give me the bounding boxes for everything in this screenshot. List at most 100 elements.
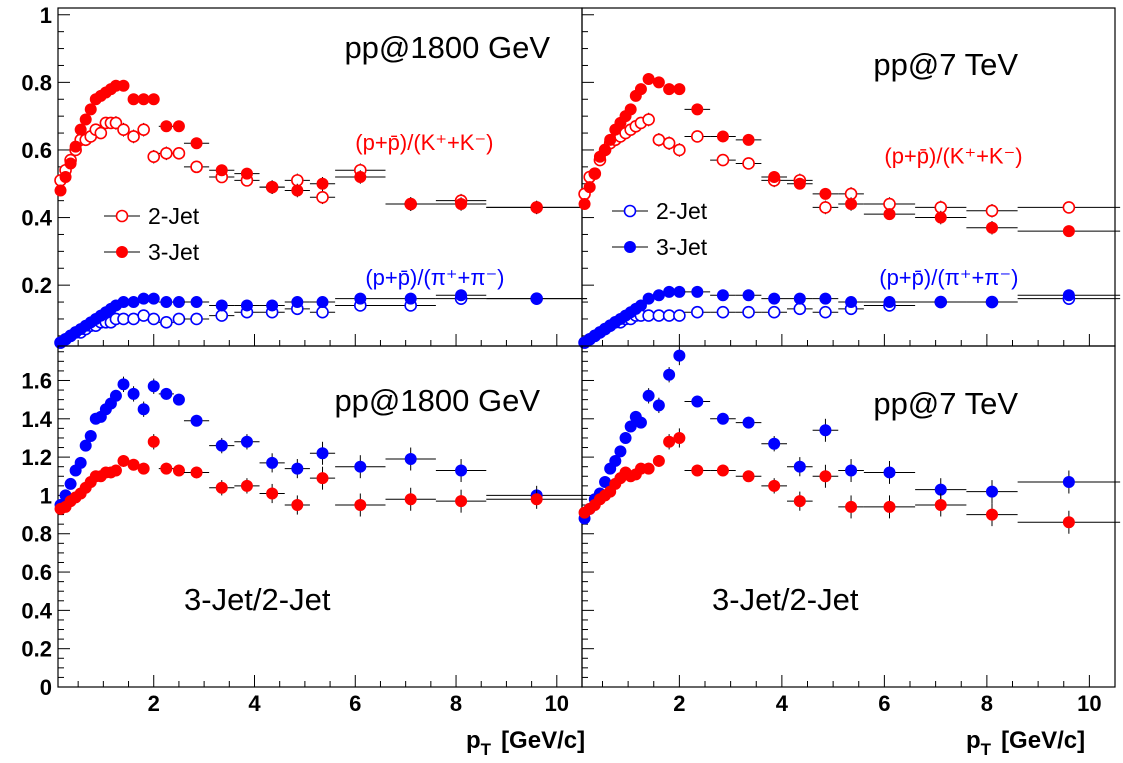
data-point — [190, 312, 203, 326]
data-point — [624, 103, 637, 116]
data-point — [316, 296, 329, 309]
data-point — [652, 289, 665, 302]
data-point — [160, 120, 173, 133]
data-point — [845, 198, 858, 211]
data-point — [94, 126, 108, 140]
data-point — [354, 171, 367, 183]
data-point — [137, 292, 150, 305]
data-point — [190, 137, 203, 150]
x-axis-title-right-unit: [GeV/c] — [1001, 727, 1085, 754]
x-tick-label: 6 — [878, 691, 890, 716]
data-point — [673, 349, 686, 362]
data-point — [215, 439, 228, 452]
data-point — [404, 453, 417, 466]
data-point — [455, 198, 468, 211]
y-tick-label: 0.6 — [21, 560, 52, 585]
x-tick-label: 10 — [545, 691, 569, 716]
legend-item: 2-Jet — [104, 203, 200, 229]
data-point — [663, 285, 676, 298]
data-point — [986, 508, 998, 521]
data-point — [117, 454, 130, 467]
data-point — [691, 395, 704, 408]
y-tick-label: 0.4 — [21, 598, 52, 623]
panel-bottom-left: 1.6 1.4 1.2 1 0.8 0.6 0.4 0.2 0 2 4 6 8 10 pp@1800 Ge… — [21, 345, 588, 716]
panel-top-right: (p+p̄)/(K⁺+K⁻) (p+p̄)/(π⁺+π⁻) 2-Jet 3-Jet p… — [578, 7, 1121, 349]
x-axis-title-right-sub: T — [981, 740, 992, 759]
data-point — [266, 299, 279, 312]
data-point — [316, 177, 329, 190]
data-point — [316, 305, 329, 319]
data-point — [316, 472, 329, 485]
data-point — [819, 201, 832, 214]
data-point — [147, 435, 160, 448]
legend-item: 2-Jet — [612, 198, 708, 224]
data-point — [716, 305, 730, 319]
data-point — [291, 296, 304, 309]
svg-text:pT[GeV/c]: pT [GeV/c] — [966, 727, 1085, 759]
data-point — [691, 103, 704, 116]
legend-marker — [624, 241, 636, 253]
x-tick-label: 10 — [1077, 691, 1101, 716]
data-point — [127, 458, 140, 471]
y-tick-label: 1.6 — [21, 368, 52, 393]
data-point — [673, 285, 686, 298]
series-1 — [54, 434, 588, 517]
data-point — [160, 462, 173, 475]
data-point — [160, 316, 173, 329]
data-point — [793, 302, 807, 316]
data-point — [642, 113, 655, 126]
ratio-label: (p+p̄)/(π⁺+π⁻) — [365, 265, 504, 290]
data-point — [583, 181, 596, 194]
y-tick-label: 0.2 — [21, 637, 52, 662]
data-point — [599, 143, 612, 156]
series-1 — [54, 79, 588, 215]
data-point — [934, 296, 947, 309]
x-axis-title-right-main: p — [966, 727, 981, 754]
data-point — [137, 403, 150, 416]
y-tick-label: 0.2 — [21, 273, 52, 298]
data-point — [819, 470, 832, 483]
data-point — [455, 464, 468, 477]
data-point — [642, 389, 655, 402]
data-point — [768, 292, 781, 305]
data-point — [883, 466, 896, 479]
data-point — [619, 431, 632, 444]
panel-bottom-right: 2 4 6 8 10 pp@7 TeV 3-Jet/2-Jet — [578, 345, 1121, 716]
data-point — [768, 437, 781, 450]
x-tick-label: 8 — [450, 691, 462, 716]
panel-bottom-right-annotation: 3-Jet/2-Jet — [712, 582, 859, 617]
data-point — [663, 83, 676, 96]
data-point — [117, 123, 130, 136]
data-point — [883, 208, 896, 221]
legend-label: 2-Jet — [148, 203, 200, 229]
data-point — [742, 289, 755, 302]
data-point — [652, 133, 666, 147]
data-point — [79, 439, 92, 452]
data-point — [291, 499, 304, 512]
data-point — [793, 177, 806, 190]
legend-item: 3-Jet — [104, 239, 200, 265]
data-point — [291, 462, 304, 475]
data-point — [160, 296, 173, 309]
data-point — [634, 83, 647, 96]
data-point — [1062, 476, 1075, 489]
data-point — [742, 133, 755, 146]
panel-top-left-marks: 1 0.8 0.6 0.4 0.2 (p+p̄)/(K⁺+K⁻) (p+p̄)/(π⁺+π⁻… — [21, 3, 588, 349]
data-point — [819, 424, 832, 437]
data-point — [662, 309, 676, 322]
data-point — [160, 147, 173, 160]
data-point — [986, 221, 998, 234]
data-point — [986, 485, 998, 498]
data-point — [74, 456, 87, 469]
data-point — [147, 292, 160, 305]
series-3 — [54, 289, 588, 349]
data-point — [147, 380, 160, 393]
legend-label: 2-Jet — [656, 198, 708, 224]
data-point — [1062, 201, 1076, 214]
data-point — [530, 493, 543, 506]
data-point — [691, 464, 704, 477]
data-point — [215, 299, 228, 312]
data-point — [883, 500, 896, 513]
data-point — [291, 184, 304, 197]
series-1 — [578, 428, 1121, 534]
